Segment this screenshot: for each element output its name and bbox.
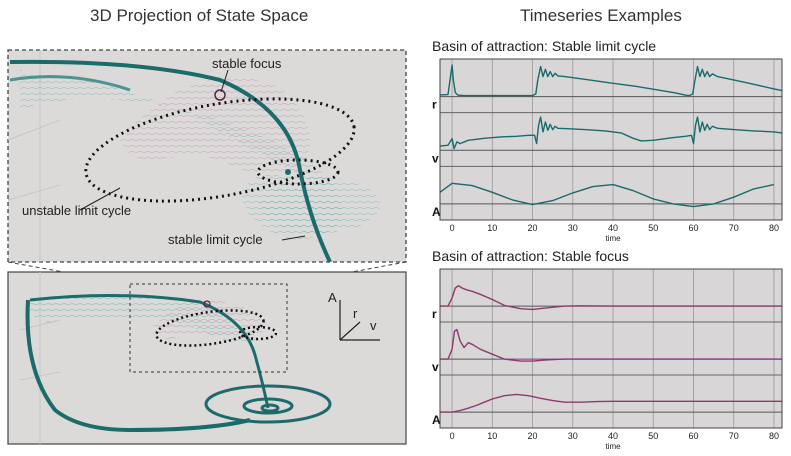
chart-1-plot-area xyxy=(440,59,782,220)
chart-2-row-label-v: v xyxy=(432,360,439,374)
chart-2-series-A xyxy=(440,393,782,413)
overview-stable-cycle xyxy=(238,325,278,341)
chart-2-xlabel: time xyxy=(605,442,621,451)
stable-limit-cycle-pointer xyxy=(281,235,306,241)
chart-2-tick-label-10: 10 xyxy=(487,431,497,441)
state-space-zoom-panel: stable focus unstable limit cycle stable… xyxy=(7,49,407,445)
chart-2-tick-label-0: 0 xyxy=(450,431,455,441)
stable-limit-cycle-label: stable limit cycle xyxy=(168,232,263,247)
chart-2-row-label-r: r xyxy=(432,307,437,321)
overview-spiral-mid xyxy=(242,397,294,415)
chart-1-tick-label-40: 40 xyxy=(608,223,618,233)
stable-focus-pointer xyxy=(220,69,229,93)
chart-1-series-r xyxy=(439,64,783,97)
chart-1-frame xyxy=(439,58,783,221)
chart-1-tick-label-80: 80 xyxy=(769,223,779,233)
chart-2-plot-area xyxy=(440,269,782,428)
trajectory-left-arc xyxy=(9,75,131,92)
chart-2-series-v xyxy=(440,328,782,362)
chart-1-series-A xyxy=(439,182,775,208)
chart-2-tick-label-20: 20 xyxy=(528,431,538,441)
chart-2-frame xyxy=(439,268,783,429)
stable-limit-cycle-region xyxy=(260,177,380,233)
axis-label-v: v xyxy=(370,318,377,333)
stable-focus-label: stable focus xyxy=(212,56,282,71)
chart-1-tick-label-50: 50 xyxy=(648,223,658,233)
timeseries-chart-2: r v A0 10 20 30 40 50 60 70 80 time xyxy=(432,268,783,451)
unstable-limit-cycle-curve xyxy=(84,97,356,203)
purple-trajectory-cloud xyxy=(120,78,310,177)
stable-focus-point xyxy=(214,89,226,101)
overview-spiral-outer xyxy=(204,384,332,424)
chart-2-row-label-A: A xyxy=(432,413,441,427)
timeseries-chart-1: r v A0 10 20 30 40 50 60 70 80 time xyxy=(432,58,783,243)
chart-2-series-r xyxy=(440,285,782,311)
overview-focus-point xyxy=(203,300,211,308)
chart-2-tick-label-70: 70 xyxy=(729,431,739,441)
chart-2-tick-label-50: 50 xyxy=(648,431,658,441)
chart-2-tick-label-60: 60 xyxy=(688,431,698,441)
overview-unstable-cycle xyxy=(155,309,265,347)
chart-1-tick-label-0: 0 xyxy=(450,223,455,233)
overview-main-trajectory xyxy=(25,299,251,433)
timeseries-title: Timeseries Examples xyxy=(520,6,682,25)
unstable-limit-cycle-pointer xyxy=(79,187,121,211)
overview-spiral-inner xyxy=(260,403,280,413)
unstable-limit-cycle-label: unstable limit cycle xyxy=(22,203,131,218)
chart-1-xlabel: time xyxy=(605,234,621,243)
chart-1-row-label-A: A xyxy=(432,205,441,219)
chart-2-tick-label-40: 40 xyxy=(608,431,618,441)
chart-1-tick-label-70: 70 xyxy=(729,223,739,233)
chart-2-title: Basin of attraction: Stable focus xyxy=(432,248,629,264)
teal-trajectory-cloud xyxy=(20,70,343,240)
chart-1-tick-label-10: 10 xyxy=(487,223,497,233)
axes-triad xyxy=(339,300,380,341)
chart-2-tick-label-30: 30 xyxy=(568,431,578,441)
stable-limit-cycle-curve xyxy=(256,158,340,186)
chart-2-tick-label-80: 80 xyxy=(769,431,779,441)
chart-1-title: Basin of attraction: Stable limit cycle xyxy=(432,38,657,54)
chart-1-row-label-v: v xyxy=(432,151,439,165)
chart-1-row-label-r: r xyxy=(432,98,437,112)
axis-label-r: r xyxy=(353,306,358,321)
chart-1-tick-label-20: 20 xyxy=(528,223,538,233)
chart-1-tick-label-30: 30 xyxy=(568,223,578,233)
state-space-title: 3D Projection of State Space xyxy=(90,6,309,25)
chart-1-tick-label-60: 60 xyxy=(688,223,698,233)
zoom-region-box xyxy=(129,283,288,373)
chart-1-series-v xyxy=(439,116,783,150)
limit-cycle-point xyxy=(285,169,291,175)
axis-label-a: A xyxy=(328,290,337,305)
